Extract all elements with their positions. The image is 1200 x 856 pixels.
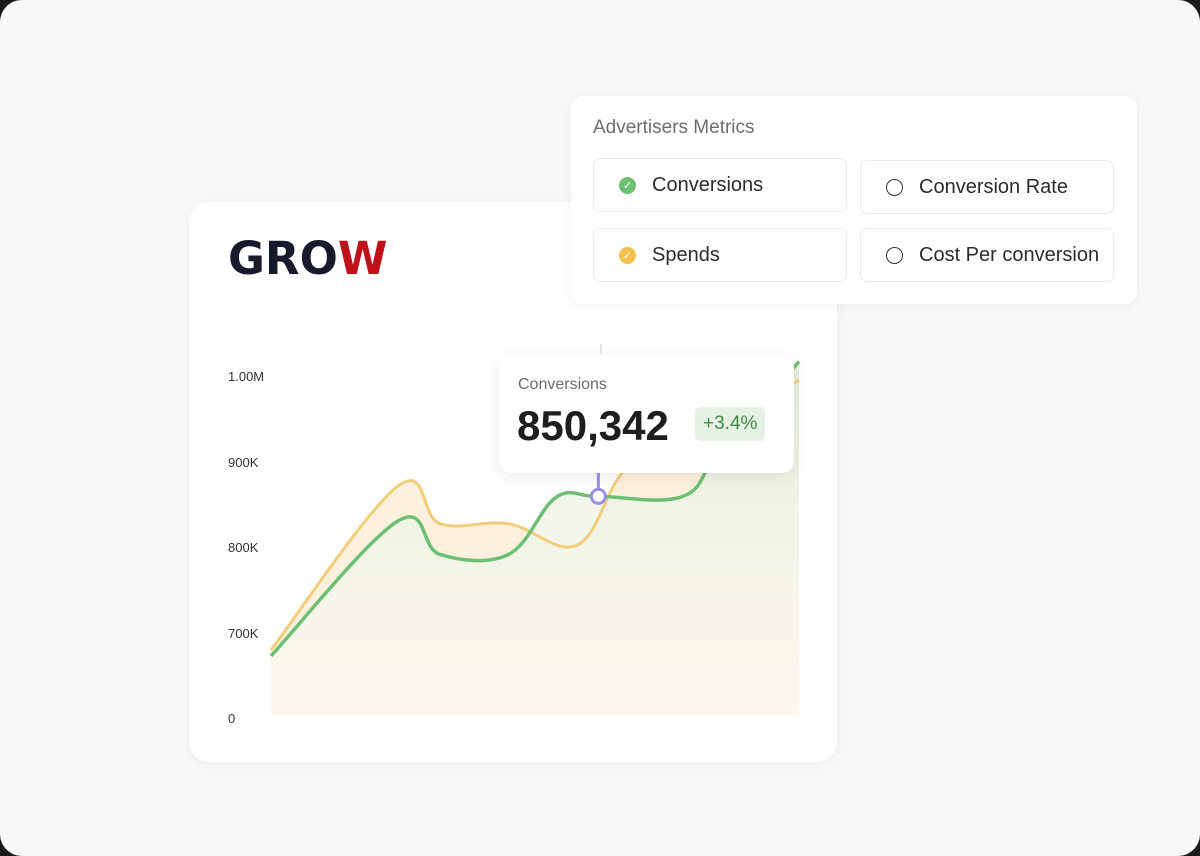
option-label: Cost Per conversion: [919, 243, 1100, 266]
option-label: Conversions: [652, 173, 764, 196]
radio-empty-icon: [886, 178, 903, 196]
option-label: Spends: [652, 243, 720, 266]
y-tick-label: 800K: [228, 540, 259, 555]
change-badge: +3.4%: [695, 407, 766, 441]
y-tick-label: 700K: [228, 626, 259, 641]
grow-logo: GROW: [228, 232, 387, 285]
radio-empty-icon: [886, 246, 903, 264]
tooltip-value: 850,342: [517, 402, 669, 449]
highlight-point[interactable]: [589, 487, 607, 505]
panel-title: Advertisers Metrics: [593, 117, 755, 138]
metric-option-conversions[interactable]: ✓ Conversions: [593, 158, 847, 212]
advertisers-metrics-panel: Advertisers Metrics ✓ Conversions Conver…: [571, 96, 1137, 304]
check-circle-icon: ✓: [619, 176, 636, 194]
check-circle-icon: ✓: [619, 246, 636, 264]
option-label: Conversion Rate: [919, 175, 1068, 198]
y-tick-label: 900K: [228, 455, 259, 470]
logo-accent: W: [337, 232, 388, 285]
metric-option-cost-per-conversion[interactable]: Cost Per conversion: [860, 228, 1114, 282]
tooltip-label: Conversions: [518, 376, 607, 393]
conversions-tooltip: Conversions 850,342 +3.4%: [499, 354, 794, 473]
logo-text: GRO: [228, 232, 338, 285]
y-tick-label: 0: [228, 711, 236, 726]
conversions-area: [271, 361, 799, 715]
metric-option-conversion-rate[interactable]: Conversion Rate: [860, 160, 1114, 214]
metric-option-spends[interactable]: ✓ Spends: [593, 228, 847, 282]
y-tick-label: 1.00M: [228, 369, 265, 384]
